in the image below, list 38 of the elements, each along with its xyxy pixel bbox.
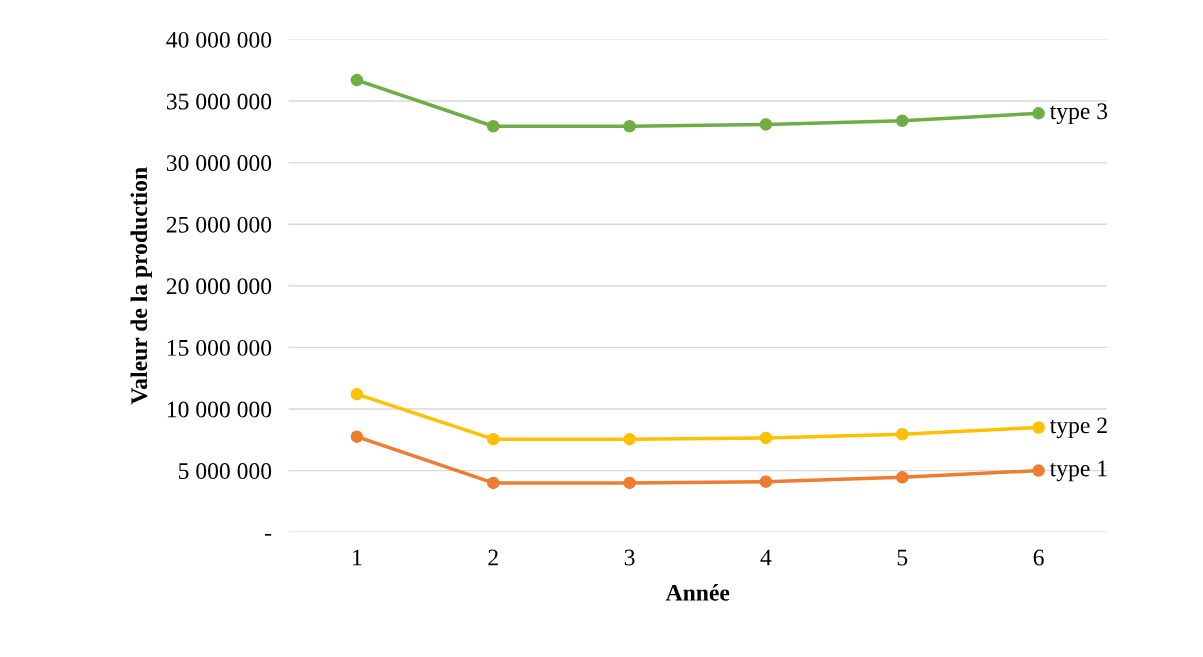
x-tick-label: 3	[624, 549, 635, 566]
point	[623, 476, 636, 490]
point	[759, 118, 773, 131]
point	[1032, 464, 1045, 477]
y-tick-label: 20 000 000	[166, 278, 272, 295]
point	[895, 427, 909, 441]
y-tick-label: 5 000 000	[178, 463, 272, 479]
series-label: type 3	[1049, 103, 1108, 125]
y-tick-label: 25 000 000	[166, 216, 272, 233]
point	[350, 73, 364, 87]
x-tick-label: 6	[1033, 549, 1044, 566]
x-tick-label: 4	[760, 549, 772, 566]
point	[759, 431, 773, 445]
series-label: type 1	[1049, 460, 1107, 482]
x-axis-title: Année	[665, 584, 730, 601]
x-tick-label: 2	[488, 549, 498, 566]
point	[486, 432, 500, 446]
y-tick-label: 15 000 000	[167, 339, 272, 356]
point	[350, 430, 364, 443]
y-tick-label: 10 000 000	[167, 401, 272, 418]
point	[1032, 421, 1045, 434]
point	[623, 120, 636, 133]
series-label: type 2	[1049, 417, 1107, 439]
y-tick-label: -	[265, 533, 272, 536]
y-axis-title: Valeur de la production	[130, 167, 152, 405]
point	[895, 114, 909, 127]
x-tick-label: 1	[353, 549, 362, 566]
y-tick-label: 40 000 000	[166, 31, 272, 48]
point	[759, 475, 773, 488]
y-tick-label: 35 000 000	[166, 93, 272, 110]
y-tick-label: 30 000 000	[166, 155, 272, 172]
x-tick-label: 5	[897, 549, 908, 566]
point	[350, 387, 364, 401]
point	[1032, 107, 1045, 120]
point	[486, 120, 500, 133]
point	[895, 471, 909, 484]
point	[623, 432, 636, 446]
point	[486, 476, 500, 490]
